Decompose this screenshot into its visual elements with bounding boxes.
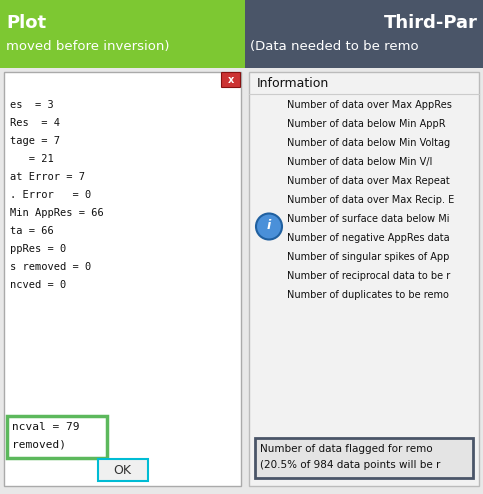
Text: Number of reciprocal data to be r: Number of reciprocal data to be r — [287, 271, 450, 281]
Text: Third-Par: Third-Par — [384, 14, 478, 32]
Text: s removed = 0: s removed = 0 — [10, 262, 91, 272]
Text: Number of singular spikes of App: Number of singular spikes of App — [287, 252, 449, 262]
Text: Number of data below Min Voltag: Number of data below Min Voltag — [287, 138, 450, 148]
Text: Information: Information — [257, 77, 329, 90]
Text: Number of data over Max Repeat: Number of data over Max Repeat — [287, 176, 450, 186]
FancyBboxPatch shape — [222, 73, 241, 87]
Text: es  = 3: es = 3 — [10, 100, 54, 110]
Text: Number of duplicates to be remo: Number of duplicates to be remo — [287, 290, 449, 300]
Text: Number of data flagged for remo: Number of data flagged for remo — [260, 444, 433, 454]
Text: ppRes = 0: ppRes = 0 — [10, 244, 66, 254]
FancyBboxPatch shape — [255, 438, 473, 478]
Text: x: x — [228, 75, 234, 85]
FancyBboxPatch shape — [0, 0, 245, 68]
Text: ncval = 79: ncval = 79 — [12, 422, 80, 432]
Text: (Data needed to be remo: (Data needed to be remo — [250, 40, 419, 53]
FancyBboxPatch shape — [98, 459, 147, 481]
Text: ta = 66: ta = 66 — [10, 226, 54, 236]
Text: OK: OK — [114, 463, 131, 477]
Text: moved before inversion): moved before inversion) — [6, 40, 170, 53]
Text: Number of negative AppRes data: Number of negative AppRes data — [287, 233, 450, 243]
Text: ncved = 0: ncved = 0 — [10, 280, 66, 290]
Text: = 21: = 21 — [10, 154, 54, 164]
Text: Number of surface data below Mi: Number of surface data below Mi — [287, 214, 450, 224]
FancyBboxPatch shape — [4, 72, 241, 486]
Text: at Error = 7: at Error = 7 — [10, 172, 85, 182]
Text: i: i — [267, 219, 271, 232]
Text: Number of data below Min AppR: Number of data below Min AppR — [287, 119, 446, 129]
Text: removed): removed) — [12, 439, 66, 449]
Text: Number of data over Max Recip. E: Number of data over Max Recip. E — [287, 195, 454, 205]
Text: (20.5% of 984 data points will be r: (20.5% of 984 data points will be r — [260, 460, 440, 470]
FancyBboxPatch shape — [245, 0, 483, 68]
Text: Number of data over Max AppRes: Number of data over Max AppRes — [287, 100, 452, 110]
Text: Res  = 4: Res = 4 — [10, 118, 60, 128]
Text: Number of data below Min V/I: Number of data below Min V/I — [287, 157, 432, 167]
Text: tage = 7: tage = 7 — [10, 136, 60, 146]
FancyBboxPatch shape — [249, 72, 479, 486]
Circle shape — [256, 213, 282, 240]
Text: . Error   = 0: . Error = 0 — [10, 190, 91, 200]
Text: Plot: Plot — [6, 14, 46, 32]
Text: Min AppRes = 66: Min AppRes = 66 — [10, 208, 104, 218]
